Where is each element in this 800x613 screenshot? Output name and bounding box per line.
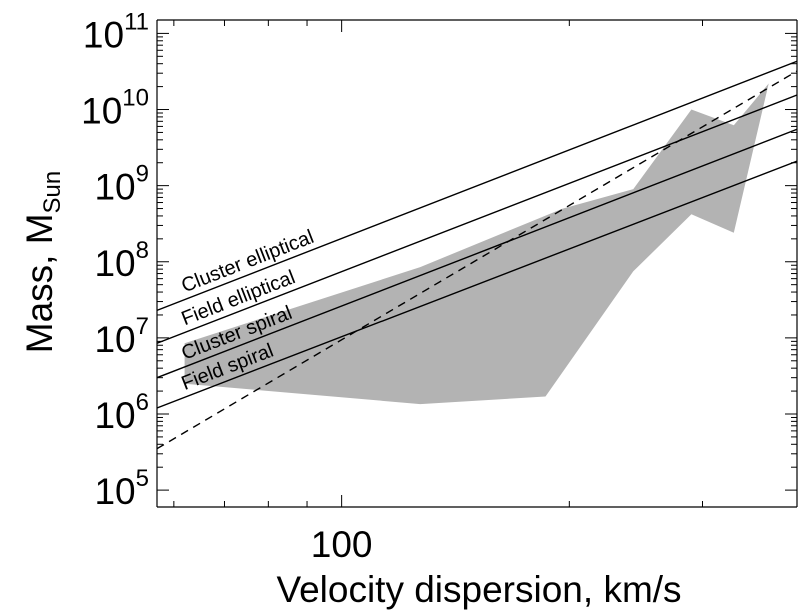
y-tick-exponent: 8 [136,237,149,264]
y-tick-exponent: 9 [136,161,149,188]
series-line-dashed [157,70,797,450]
series-line-cluster-elliptical [157,60,797,311]
y-tick-base: 10 [94,243,135,284]
y-axis-label-subscript: Sun [39,171,66,214]
series-line-cluster-spiral [157,128,797,379]
y-axis-label-main: Mass, M [19,213,60,353]
y-tick-exponent: 7 [136,313,149,340]
y-tick-label: 1010 [81,85,149,132]
y-tick-base: 10 [94,395,135,436]
y-tick-exponent: 6 [136,389,149,416]
x-tick-label: 100 [311,524,373,565]
y-tick-exponent: 5 [136,465,149,492]
y-tick-label: 107 [94,313,149,360]
y-tick-base: 10 [94,167,135,208]
y-tick-base: 10 [94,471,135,512]
y-tick-label: 106 [94,389,149,436]
y-tick-base: 10 [94,319,135,360]
y-tick-label: 1011 [83,8,149,55]
y-tick-label: 108 [94,237,149,284]
y-tick-base: 10 [81,91,122,132]
y-axis-label: Mass, MSun [19,171,66,353]
shaded-region [184,83,769,405]
y-tick-base: 10 [83,14,124,55]
y-tick-exponent: 10 [122,85,149,112]
series-line-field-spiral [157,160,797,409]
y-tick-label: 109 [94,161,149,208]
series-line-field-elliptical [157,94,797,344]
y-tick-exponent: 11 [124,8,149,35]
x-axis-label: Velocity dispersion, km/s [276,569,681,610]
y-tick-label: 105 [94,465,149,512]
